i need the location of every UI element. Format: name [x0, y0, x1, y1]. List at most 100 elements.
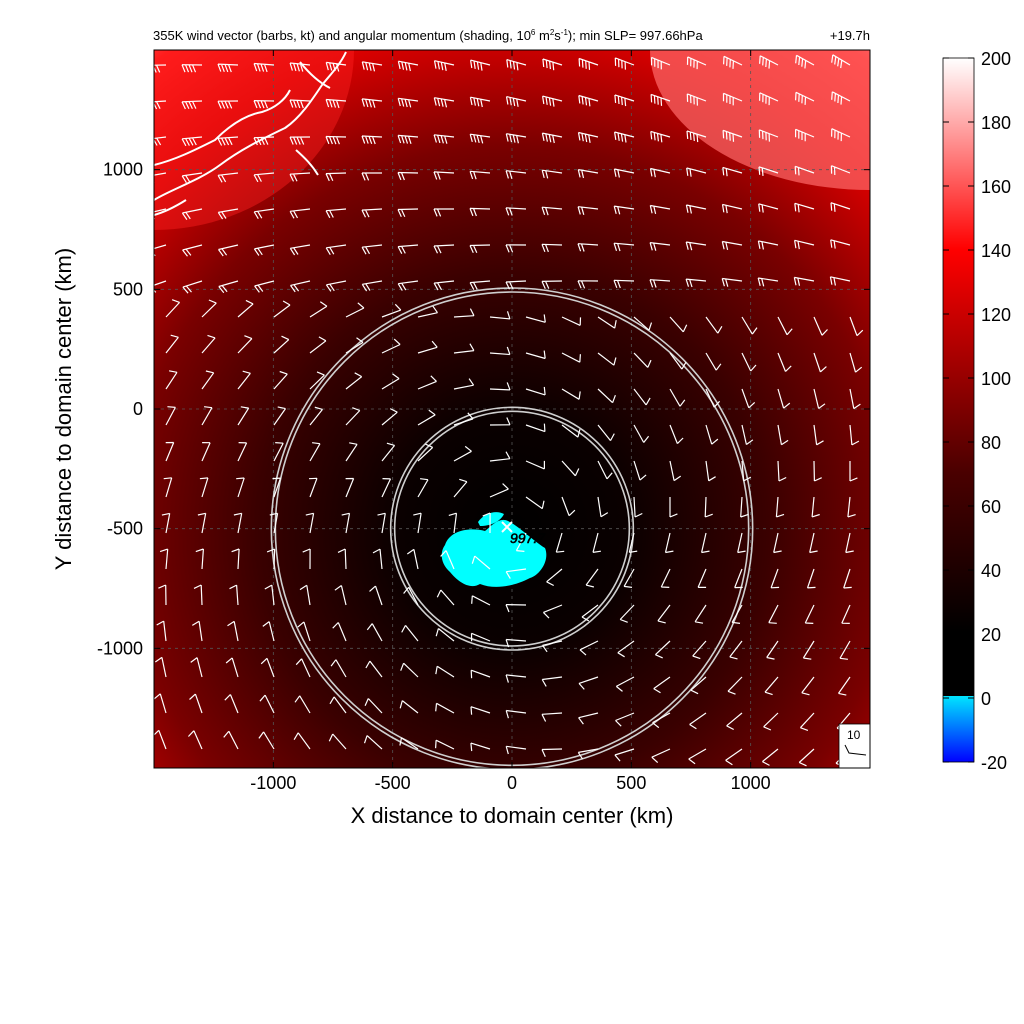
- wind-barb: [541, 206, 563, 216]
- wind-barb: [381, 478, 392, 498]
- wind-barb: [542, 95, 563, 107]
- wind-barb: [829, 276, 851, 286]
- wind-barb: [469, 170, 491, 180]
- wind-barb: [361, 208, 383, 218]
- wind-barb: [273, 370, 288, 390]
- wind-barb: [664, 532, 674, 554]
- wind-barbs: [154, 54, 864, 767]
- wind-barb: [614, 131, 635, 143]
- wind-barb: [399, 737, 419, 750]
- wind-barb: [201, 299, 217, 318]
- wind-barb: [330, 659, 347, 678]
- wind-barb: [453, 308, 475, 318]
- wind-barb: [541, 169, 563, 179]
- wind-barb: [809, 532, 818, 554]
- wind-barb: [597, 496, 609, 518]
- colorbar-tick-label: 0: [981, 689, 991, 709]
- wind-barb: [561, 424, 581, 438]
- wind-barb: [831, 128, 851, 142]
- wind-barb: [777, 316, 793, 336]
- wind-barb: [309, 371, 325, 390]
- wind-barb: [701, 532, 710, 554]
- wind-barb: [798, 748, 815, 767]
- min-slp-x-icon: [501, 521, 513, 533]
- wind-barb: [578, 57, 599, 70]
- wind-barb: [440, 550, 455, 570]
- wind-barb: [689, 712, 707, 730]
- wind-barb: [686, 56, 707, 70]
- x-axis-ticks: -1000 -500 0 500 1000: [250, 50, 771, 793]
- wind-barb: [614, 57, 635, 70]
- wind-barb: [688, 748, 707, 765]
- time-label: +19.7h: [830, 28, 870, 43]
- wind-barb: [542, 640, 563, 653]
- wind-barb: [361, 244, 383, 255]
- wind-barb: [470, 59, 491, 71]
- wind-barb: [727, 676, 743, 695]
- wind-barb: [345, 407, 361, 426]
- wind-barb: [482, 512, 491, 534]
- wind-barb: [734, 568, 743, 589]
- wind-barb: [758, 129, 779, 142]
- wind-barb: [542, 58, 563, 71]
- wind-barb: [775, 496, 785, 518]
- wind-barb: [577, 206, 599, 215]
- wind-barb: [400, 662, 419, 678]
- colorbar-tick-label: 20: [981, 625, 1001, 645]
- y-tick-label: -1000: [97, 638, 143, 658]
- colorbar-tick-label: 160: [981, 177, 1011, 197]
- wind-barb: [628, 532, 638, 553]
- wind-barb: [505, 709, 527, 719]
- wind-barb: [436, 589, 455, 606]
- y-tick-label: 1000: [103, 160, 143, 180]
- wind-barb: [489, 346, 511, 356]
- wind-barb: [289, 208, 311, 219]
- wind-barb: [381, 408, 398, 426]
- wind-barb: [849, 316, 864, 337]
- wind-barb: [201, 334, 216, 354]
- wind-barb: [541, 243, 563, 253]
- wind-barb: [469, 133, 491, 144]
- colorbar-tick-label: 140: [981, 241, 1011, 261]
- wind-barb: [614, 94, 635, 107]
- wind-barb: [217, 136, 239, 146]
- wind-barb: [505, 568, 527, 579]
- wind-barb: [361, 280, 383, 292]
- wind-barb: [561, 352, 581, 363]
- wind-barb: [290, 280, 311, 293]
- wind-barb: [577, 131, 599, 143]
- wind-barb: [417, 375, 437, 390]
- wind-barb: [657, 604, 671, 624]
- wind-barb: [433, 244, 455, 254]
- wind-barb: [201, 370, 215, 390]
- wind-barb: [839, 640, 851, 660]
- y-tick-label: 500: [113, 279, 143, 299]
- wind-barb: [777, 424, 789, 446]
- wind-barb: [849, 388, 861, 410]
- wind-barb: [525, 386, 546, 396]
- wind-barb: [505, 604, 527, 613]
- wind-barb: [469, 280, 491, 290]
- wind-barb: [435, 702, 455, 714]
- wind-barb: [225, 657, 239, 678]
- wind-barb: [397, 97, 419, 108]
- wind-barb: [273, 442, 284, 462]
- wind-barb: [237, 299, 254, 318]
- wind-barb: [578, 676, 599, 690]
- wind-barb: [229, 584, 239, 606]
- wind-barb: [633, 496, 643, 518]
- wind-barb: [613, 205, 635, 215]
- wind-barb: [448, 512, 458, 534]
- wind-barb: [253, 172, 275, 183]
- wind-barb: [302, 548, 311, 570]
- wind-barb: [233, 512, 243, 534]
- wind-barb: [258, 731, 275, 750]
- wind-barb: [453, 343, 475, 354]
- wind-barb: [578, 712, 599, 725]
- wind-barb: [345, 477, 355, 498]
- coastline-path: [295, 149, 319, 176]
- wind-barb: [264, 584, 275, 606]
- wind-barb: [305, 512, 315, 534]
- wind-barb: [613, 279, 635, 289]
- negative-region-shape: [478, 512, 504, 526]
